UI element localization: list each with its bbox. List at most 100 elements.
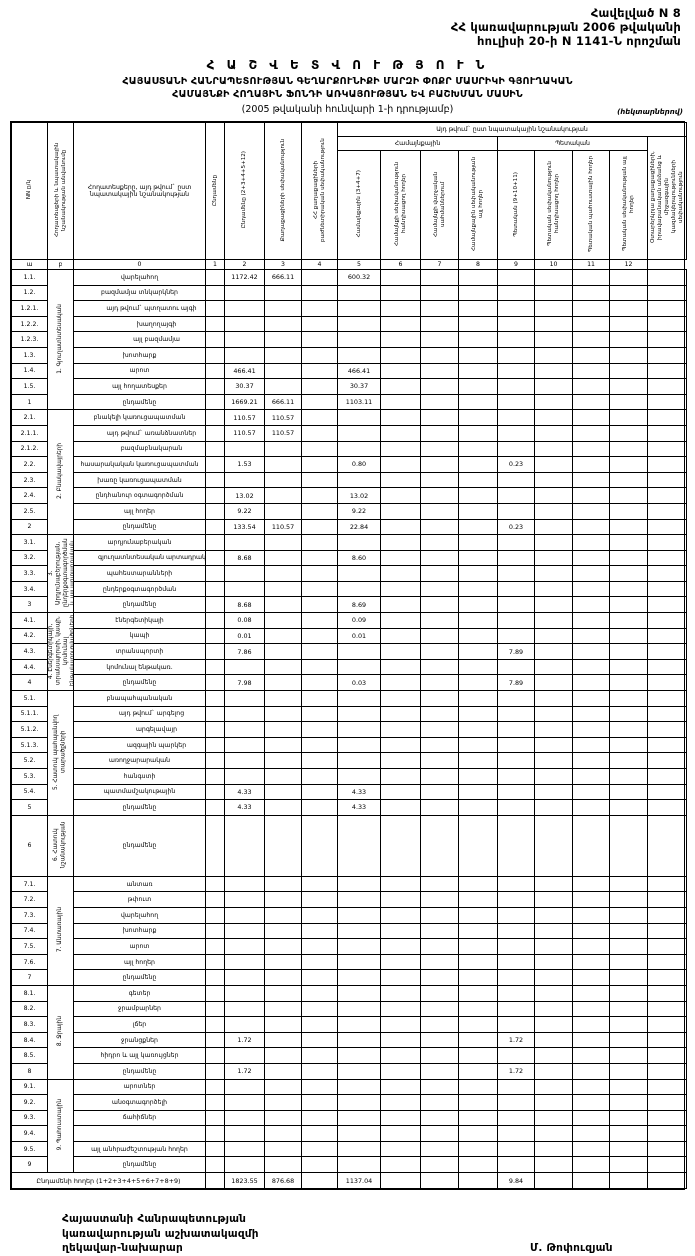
cell-c1 xyxy=(224,331,265,348)
cell-c4 xyxy=(337,922,381,940)
cell-c7 xyxy=(458,502,498,520)
cell-c5 xyxy=(380,1094,421,1111)
cell-c3 xyxy=(301,721,338,738)
cell-c11 xyxy=(609,1094,648,1111)
header-col-12: Օտարերկրյա քաղաքացիների, իրավաբանական ան… xyxy=(646,136,688,260)
header-group-communal: Համայնքային xyxy=(337,136,498,151)
cell-c6 xyxy=(420,1094,459,1111)
cell-c9 xyxy=(534,471,573,489)
row-label: ընդամենը xyxy=(73,596,206,614)
cell-c9 xyxy=(534,534,573,551)
table-row: 3.4. ընդերքօգտագործման xyxy=(11,580,688,598)
cell-c6 xyxy=(420,440,459,458)
cell-c3 xyxy=(301,362,338,380)
cell-c12 xyxy=(646,969,688,986)
cell-c9 xyxy=(534,331,573,348)
cell-c4 xyxy=(337,471,381,489)
cell-c8 xyxy=(497,984,535,1002)
cell-c9 xyxy=(534,906,573,924)
cell-c8 xyxy=(497,549,535,567)
cell-c11 xyxy=(609,331,648,348)
row-label: արգելավայր xyxy=(73,721,206,738)
cell-c6 xyxy=(420,984,459,1002)
row-number: 8.4. xyxy=(11,1031,48,1049)
cell-c9 xyxy=(534,922,573,940)
cell-c2 xyxy=(264,1000,302,1018)
cell-c10 xyxy=(572,643,610,660)
cell-c5 xyxy=(380,471,421,489)
row-number: 1.2.3. xyxy=(11,331,48,348)
cell-c11 xyxy=(609,378,648,395)
cell-c10 xyxy=(572,1078,610,1096)
column-number-3: 1 xyxy=(205,259,225,270)
row-label: ընդհանուր օգտագործման xyxy=(73,487,206,504)
row-label: բազմաբնակարան xyxy=(73,440,206,458)
cell-c2 xyxy=(264,690,302,707)
cell-col-0 xyxy=(205,409,225,426)
cell-c11 xyxy=(609,549,648,567)
cell-c7 xyxy=(458,674,498,692)
cell-col-0 xyxy=(205,502,225,520)
cell-c12 xyxy=(646,518,688,536)
cell-c1 xyxy=(224,721,265,738)
cell-c6 xyxy=(420,814,459,877)
cell-c1: 1.72 xyxy=(224,1062,265,1080)
cell-c11 xyxy=(609,1156,648,1174)
cell-c9 xyxy=(534,984,573,1002)
cell-c12 xyxy=(646,674,688,692)
cell-c2: 110.57 xyxy=(264,518,302,536)
cell-c11 xyxy=(609,612,648,629)
grand-total-c9 xyxy=(534,1172,573,1190)
cell-c3 xyxy=(301,565,338,582)
cell-c9 xyxy=(534,736,573,754)
as-of-text: (2005 թվականի հունվարի 1-ի դրությամբ) xyxy=(241,104,454,115)
row-label: ընդամենը xyxy=(73,1062,206,1080)
cell-c11 xyxy=(609,658,648,676)
row-number: 2.2. xyxy=(11,456,48,473)
table-row: 5.1.2. արգելավայր xyxy=(11,721,688,738)
cell-c3 xyxy=(301,284,338,302)
column-number-6: 4 xyxy=(301,259,338,270)
cell-c11 xyxy=(609,1125,648,1142)
row-number: 7 xyxy=(11,969,48,986)
cell-c7 xyxy=(458,269,498,286)
cell-col-0 xyxy=(205,643,225,660)
cell-c8 xyxy=(497,969,535,986)
cell-c10 xyxy=(572,799,610,816)
cell-c2 xyxy=(264,471,302,489)
row-label: պատմամշակութային xyxy=(73,783,206,801)
cell-c6 xyxy=(420,393,459,411)
row-label: գետեր xyxy=(73,984,206,1002)
cell-c3 xyxy=(301,1156,338,1174)
cell-c6 xyxy=(420,487,459,504)
cell-c8 xyxy=(497,658,535,676)
group-label-text: 6. Հատուկ նշանակության xyxy=(53,821,67,869)
cell-c5 xyxy=(380,518,421,536)
cell-c5 xyxy=(380,1109,421,1127)
row-label: հիդրո և այլ կառույցներ xyxy=(73,1047,206,1064)
cell-c8 xyxy=(497,1109,535,1127)
cell-col-0 xyxy=(205,487,225,504)
cell-c12 xyxy=(646,534,688,551)
cell-c6 xyxy=(420,612,459,629)
group-label-3: 3. Արդյունաբերության, ընդերքօգտագործման … xyxy=(47,534,74,614)
cell-c1 xyxy=(224,1047,265,1064)
cell-c1: 1.72 xyxy=(224,1031,265,1049)
cell-c8 xyxy=(497,875,535,893)
row-label xyxy=(73,1125,206,1142)
cell-c8 xyxy=(497,627,535,645)
cell-c10 xyxy=(572,1016,610,1033)
cell-c3 xyxy=(301,984,338,1002)
cell-c7 xyxy=(458,378,498,395)
cell-c4 xyxy=(337,1094,381,1111)
cell-c6 xyxy=(420,953,459,971)
table-row: 7.4. խոտհարք xyxy=(11,922,688,940)
cell-c9 xyxy=(534,456,573,473)
cell-c8 xyxy=(497,1016,535,1033)
table-row: 8.3. լճեր xyxy=(11,1016,688,1033)
cell-c8 xyxy=(497,953,535,971)
cell-c3 xyxy=(301,705,338,723)
table-row: 2.1. 2. Բնակավայրերի բնակելի կառուցապատման… xyxy=(11,409,688,536)
cell-c2 xyxy=(264,891,302,908)
cell-c10 xyxy=(572,768,610,785)
